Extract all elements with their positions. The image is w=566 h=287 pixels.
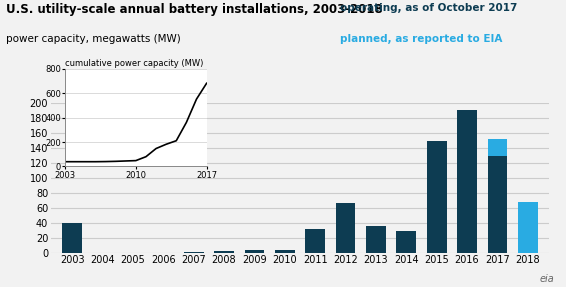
Bar [518, 202, 538, 253]
Text: planned, as reported to EIA: planned, as reported to EIA [340, 34, 502, 44]
Text: power capacity, megawatts (MW): power capacity, megawatts (MW) [6, 34, 181, 44]
Text: eia: eia [540, 274, 555, 284]
Bar [245, 250, 264, 253]
Bar [184, 252, 204, 253]
Bar [305, 229, 325, 253]
Bar [427, 141, 447, 253]
Bar [396, 231, 416, 253]
Text: U.S. utility-scale annual battery installations, 2003-2018: U.S. utility-scale annual battery instal… [6, 3, 383, 16]
Bar [487, 139, 507, 156]
Bar [487, 156, 507, 253]
Text: operating, as of October 2017: operating, as of October 2017 [340, 3, 517, 13]
Bar [336, 203, 355, 253]
Bar [366, 226, 386, 253]
Bar [214, 251, 234, 253]
Bar [457, 110, 477, 253]
Bar [275, 250, 295, 253]
Bar [62, 224, 82, 253]
Text: cumulative power capacity (MW): cumulative power capacity (MW) [65, 59, 203, 68]
